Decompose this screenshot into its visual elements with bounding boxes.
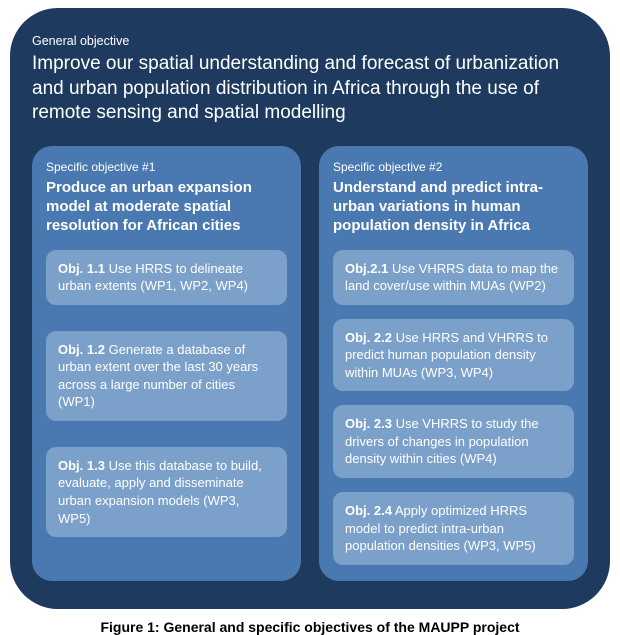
objective-2-4: Obj. 2.4 Apply optimized HRRS model to p… [333, 492, 574, 565]
objective-1-1: Obj. 1.1 Use HRRS to delineate urban ext… [46, 250, 287, 305]
objective-tag: Obj. 1.1 [58, 261, 105, 276]
objective-2-1: Obj.2.1 Use VHRRS data to map the land c… [333, 250, 574, 305]
objective-tag: Obj. 1.3 [58, 458, 105, 473]
objective-2-2: Obj. 2.2 Use HRRS and VHRRS to predict h… [333, 319, 574, 392]
specific-2-title: Understand and predict intra-urban varia… [333, 178, 574, 236]
general-title: Improve our spatial understanding and fo… [32, 52, 588, 126]
objective-tag: Obj. 1.2 [58, 342, 105, 357]
specific-objective-2-panel: Specific objective #2 Understand and pre… [319, 146, 588, 581]
specific-1-title: Produce an urban expansion model at mode… [46, 178, 287, 236]
general-label: General objective [32, 34, 588, 48]
objective-tag: Obj. 2.3 [345, 416, 392, 431]
general-objective-panel: General objective Improve our spatial un… [10, 8, 610, 609]
objective-1-2: Obj. 1.2 Generate a database of urban ex… [46, 331, 287, 421]
specific-1-label: Specific objective #1 [46, 160, 287, 174]
objective-2-3: Obj. 2.3 Use VHRRS to study the drivers … [333, 405, 574, 478]
specific-objective-1-panel: Specific objective #1 Produce an urban e… [32, 146, 301, 581]
objective-tag: Obj. 2.2 [345, 330, 392, 345]
objective-tag: Obj.2.1 [345, 261, 388, 276]
columns-container: Specific objective #1 Produce an urban e… [32, 146, 588, 581]
specific-2-label: Specific objective #2 [333, 160, 574, 174]
figure-caption: Figure 1: General and specific objective… [10, 619, 610, 635]
objective-1-3: Obj. 1.3 Use this database to build, eva… [46, 447, 287, 537]
objective-tag: Obj. 2.4 [345, 503, 392, 518]
